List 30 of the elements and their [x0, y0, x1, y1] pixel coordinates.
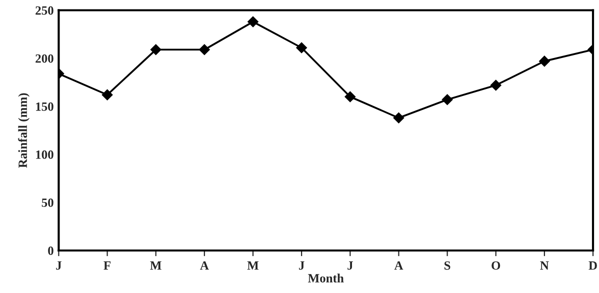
point [150, 44, 162, 56]
point [296, 42, 307, 54]
x-tick-label: M [150, 261, 162, 270]
point [344, 91, 356, 102]
point [102, 89, 113, 100]
y-tick-label: 250 [36, 6, 54, 15]
x-tick-label: A [200, 261, 209, 270]
y-tick-label: 0 [48, 246, 54, 255]
y-tick-label: 50 [42, 198, 54, 207]
x-tick-label: N [540, 261, 549, 270]
y-tick-label: 150 [36, 102, 54, 111]
x-tick-label: J [299, 261, 304, 270]
point [442, 94, 453, 106]
x-tick-label: S [444, 261, 450, 270]
y-tick-label: 200 [36, 54, 54, 63]
x-tick-label: F [104, 261, 110, 270]
point [490, 80, 502, 91]
x-tick-label: M [247, 261, 259, 270]
x-tick-label: J [56, 261, 62, 270]
x-tick-label: O [492, 261, 500, 270]
y-tick-label: 100 [36, 150, 54, 159]
point [198, 44, 210, 56]
x-tick-label: A [394, 261, 404, 270]
point [248, 16, 258, 28]
y-axis-title: Rainfall (mm) [18, 93, 30, 168]
x-tick-label: D [588, 261, 597, 270]
x-axis-title: Month [308, 274, 344, 282]
x-tick-label: J [348, 261, 353, 270]
point [393, 112, 404, 124]
point [539, 56, 550, 67]
